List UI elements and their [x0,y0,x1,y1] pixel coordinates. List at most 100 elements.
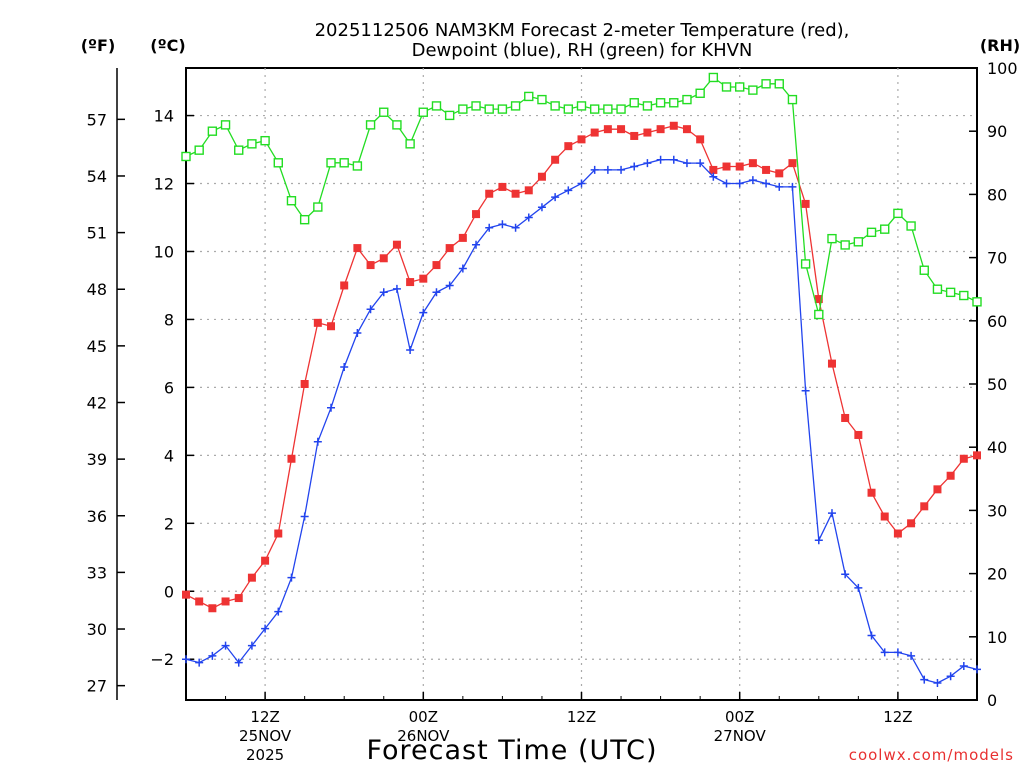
celsius-tick-label: 6 [164,378,174,397]
rh-tick-label: 80 [987,185,1007,204]
rh-point [510,101,521,111]
dewpoint-point [419,308,428,317]
dewpoint-point [827,509,836,518]
dewpoint-point [656,155,665,164]
rh-point [800,259,811,269]
rh-point [748,85,758,95]
temperature-point [208,604,217,613]
dewpoint-point [867,631,876,640]
temperature-point [788,159,797,168]
rh-point [326,158,336,168]
rh-point [524,91,534,102]
rh-point [418,107,428,117]
temperature-point [313,318,322,327]
temperature-point [564,142,573,151]
rh-point [735,82,745,92]
temperature-point [880,512,889,521]
rh-point [247,139,257,149]
rh-point [655,98,666,108]
temperature-point [274,529,283,538]
dewpoint-point [498,220,507,229]
dewpoint-point [801,386,810,395]
temperature-point [472,210,481,219]
fahrenheit-tick-label: 30 [87,620,107,639]
dewpoint-point [854,583,863,592]
rh-point [853,237,864,247]
plot-series [181,72,982,688]
dewpoint-point [195,658,204,667]
dewpoint-point [748,176,757,185]
rh-point [207,126,218,136]
temperature-point [445,244,454,253]
dewpoint-point [590,165,599,174]
dewpoint-point [603,165,612,174]
temperature-point [366,261,375,270]
dewpoint-point [735,179,744,188]
fahrenheit-tick-label: 57 [87,110,107,129]
dewpoint-point [182,655,190,664]
rh-point [286,196,297,206]
rh-tick-label: 20 [987,565,1007,584]
rh-tick-label: 70 [987,249,1007,268]
temperature-point [709,165,718,174]
dewpoint-point [841,570,850,579]
x-tick-label: 00Z [725,708,754,726]
dewpoint-point [406,346,415,355]
rh-point [313,202,323,212]
temperature-point [537,172,546,181]
rh-point [708,72,719,83]
temperature-point [221,597,230,606]
rh-point [234,145,244,155]
dewpoint-point [313,437,322,446]
temperature-point [406,278,415,287]
dewpoint-point [392,284,401,293]
rh-point [576,101,587,111]
rh-point [589,104,600,114]
rh-point [669,98,679,108]
x-tick-date-label: 27NOV [714,727,767,745]
rh-unit-label: (RH) [980,36,1020,55]
celsius-tick-label: −2 [150,650,174,669]
celsius-tick-label: 12 [154,175,174,194]
temperature-point [577,135,586,144]
temperature-point [630,131,639,140]
temperature-point [775,169,784,178]
rh-point [787,94,798,105]
rh-point [220,120,231,130]
temperature-point [498,182,507,191]
temperature-point [748,159,757,168]
dewpoint-point [340,363,349,372]
dewpoint-point [353,329,362,338]
temperature-point [432,261,441,270]
dewpoint-point [234,658,243,667]
temperature-point [524,186,533,195]
dewpoint-point [709,172,718,181]
temperature-point [551,155,560,164]
gridlines [186,68,977,700]
temperature-line [185,125,978,610]
rh-tick-label: 50 [987,375,1007,394]
temperature-point [669,121,678,130]
dewpoint-point [551,193,560,202]
rh-point [774,79,784,89]
rh-point [814,309,824,320]
celsius-tick-label: 14 [154,107,174,126]
temperature-point [182,590,190,599]
dewpoint-point [432,288,441,297]
rh-point [945,287,956,298]
temperature-point [656,125,665,134]
rh-point [471,101,481,111]
rh-point [352,161,363,171]
rh-point [880,224,890,234]
rh-point [972,297,982,307]
temperature-point [234,594,243,603]
rh-point [919,265,929,275]
temperature-point [261,556,270,565]
rh-point [827,233,837,244]
rh-point [550,101,560,111]
celsius-tick-label: 4 [164,446,174,465]
dewpoint-point [920,675,929,684]
rh-point [682,94,692,105]
